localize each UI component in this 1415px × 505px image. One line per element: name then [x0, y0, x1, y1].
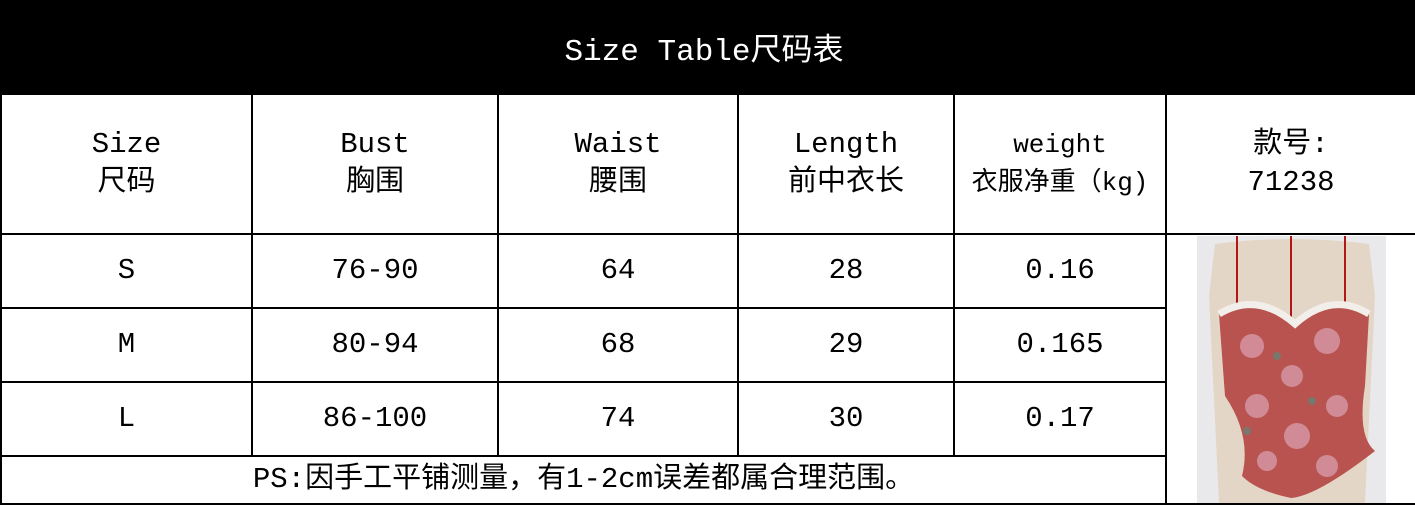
product-photo [1196, 235, 1386, 503]
page-title: Size Table尺码表 [0, 0, 1415, 93]
cell-bust: 80-94 [251, 307, 499, 383]
header-row: Size 尺码 Bust 胸围 Waist 腰围 Length 前中衣长 weight 衣… [0, 93, 1415, 235]
table-row: S 76-90 64 28 0.16 [0, 233, 1415, 505]
cell-bust: 86-100 [251, 381, 499, 457]
header-bust: Bust 胸围 [251, 93, 499, 235]
title-text: Size Table尺码表 [564, 34, 844, 70]
table-row: M 80-94 68 29 0.165 [0, 307, 1415, 383]
cell-length: 30 [737, 381, 955, 457]
header-length: Length 前中衣长 [737, 93, 955, 235]
header-waist: Waist 腰围 [497, 93, 739, 235]
cell-size: L [0, 381, 253, 457]
cell-waist: 74 [497, 381, 739, 457]
cell-waist: 64 [497, 233, 739, 309]
header-style-number: 款号: 71238 [1165, 93, 1415, 235]
cell-waist: 68 [497, 307, 739, 383]
measurement-note: PS:因手工平铺测量，有1-2cm误差都属合理范围。 [0, 455, 1167, 505]
lace-trim [1216, 300, 1371, 329]
cell-length: 28 [737, 233, 955, 309]
cell-size: S [0, 233, 253, 309]
cell-weight: 0.165 [953, 307, 1167, 383]
header-weight: weight 衣服净重（kg) [953, 93, 1167, 235]
header-size: Size 尺码 [0, 93, 253, 235]
cell-length: 29 [737, 307, 955, 383]
table-row: L 86-100 74 30 0.17 [0, 381, 1415, 457]
note-row: PS:因手工平铺测量，有1-2cm误差都属合理范围。 [0, 455, 1415, 505]
product-photo-cell [1165, 233, 1415, 505]
cell-bust: 76-90 [251, 233, 499, 309]
cell-size: M [0, 307, 253, 383]
cell-weight: 0.16 [953, 233, 1167, 309]
size-table: Size 尺码 Bust 胸围 Waist 腰围 Length 前中衣长 weight 衣… [0, 93, 1415, 505]
cell-weight: 0.17 [953, 381, 1167, 457]
